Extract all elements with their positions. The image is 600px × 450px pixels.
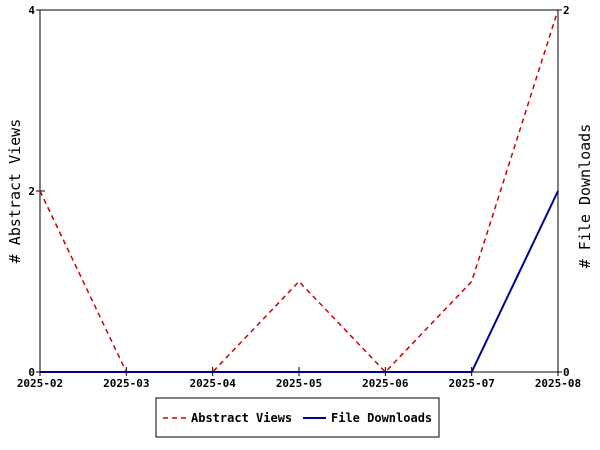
x-tick-label: 2025-02 xyxy=(17,377,63,390)
series-line-file-downloads xyxy=(40,190,559,373)
legend-label-abstract-views: Abstract Views xyxy=(191,411,292,425)
x-tick-label: 2025-07 xyxy=(448,377,494,390)
y-left-tick-label: 2 xyxy=(28,185,35,198)
y-right-tick-label: 2 xyxy=(563,4,570,17)
legend-label-file-downloads: File Downloads xyxy=(331,411,432,425)
series-line-abstract-views xyxy=(39,9,559,374)
x-tick-label: 2025-03 xyxy=(103,377,149,390)
y-axis-right-title: # File Downloads xyxy=(576,124,594,269)
y-left-tick-label: 4 xyxy=(28,4,35,17)
y-left-tick-label: 0 xyxy=(28,366,35,379)
y-axis-left-title: # Abstract Views xyxy=(6,119,24,264)
labels-layer: # Abstract Views # File Downloads xyxy=(6,119,594,269)
y-right-tick-label: 0 xyxy=(563,366,570,379)
x-tick-label: 2025-05 xyxy=(276,377,322,390)
x-tick-label: 2025-04 xyxy=(189,377,236,390)
legend-box xyxy=(155,397,440,438)
x-tick-label: 2025-08 xyxy=(535,377,581,390)
series-layer xyxy=(39,9,559,374)
plot-frame xyxy=(39,9,559,373)
axes-layer: 2025-02 2025-03 2025-04 2025-05 2025-06 2025-… xyxy=(17,4,581,390)
x-tick-label: 2025-06 xyxy=(362,377,409,390)
legend: Abstract Views File Downloads xyxy=(155,397,440,438)
